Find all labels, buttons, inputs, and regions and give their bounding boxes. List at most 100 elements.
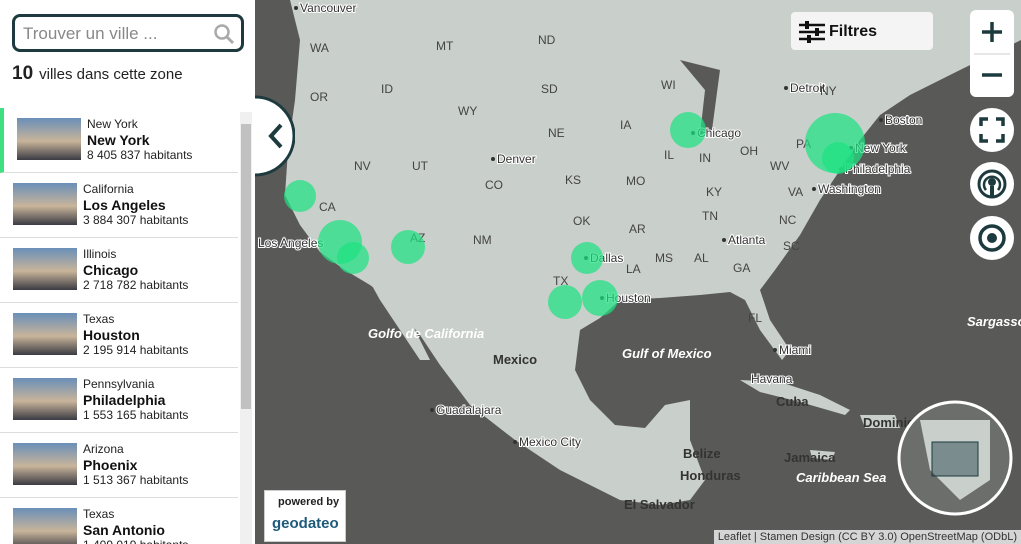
city-marker[interactable]: [822, 142, 854, 174]
city-markers: [284, 112, 865, 319]
map-label: TX: [553, 274, 568, 288]
islands: [810, 415, 900, 460]
city-marker[interactable]: [391, 230, 425, 264]
map-label: Boston: [885, 113, 922, 127]
city-population: 8 405 837 habitants: [87, 148, 193, 162]
city-marker[interactable]: [337, 242, 369, 274]
city-item[interactable]: Pennsylvania Philadelphia 1 553 165 habita…: [0, 368, 238, 433]
city-name: Chicago: [83, 262, 139, 278]
map-label: CA: [319, 200, 336, 214]
filters-icon: [799, 21, 825, 43]
map-label: IN: [699, 151, 711, 165]
city-name: Los Angeles: [83, 197, 166, 213]
map-label: KY: [706, 185, 722, 199]
search-icon: [214, 24, 235, 45]
city-item[interactable]: Arizona Phoenix 1 513 367 habitants: [0, 433, 238, 498]
map-label: IA: [620, 118, 631, 132]
minimap[interactable]: [897, 400, 1013, 516]
map-label: AL: [694, 251, 709, 265]
filters-button[interactable]: Filtres: [791, 12, 933, 50]
city-state: New York: [87, 117, 138, 131]
city-marker[interactable]: [670, 112, 706, 148]
city-marker[interactable]: [571, 242, 603, 274]
city-item[interactable]: Illinois Chicago 2 718 782 habitants: [0, 238, 238, 303]
city-dot: [784, 86, 788, 90]
map-label: MS: [655, 251, 673, 265]
map-label: NC: [779, 213, 797, 227]
city-population: 2 718 782 habitants: [83, 278, 189, 292]
city-list: New York New York 8 405 837 habitants Calif…: [0, 108, 238, 544]
map-label: El Salvador: [624, 497, 695, 512]
city-dot: [879, 118, 883, 122]
collapse-button[interactable]: [253, 95, 295, 177]
map-label: LA: [626, 262, 641, 276]
map-label: NV: [354, 159, 371, 173]
city-item[interactable]: New York New York 8 405 837 habitants: [0, 108, 238, 173]
city-thumb: [13, 378, 77, 420]
map-label: Belize: [683, 446, 721, 461]
lake-michigan: [680, 60, 720, 135]
city-name: San Antonio: [83, 522, 165, 538]
city-dot: [773, 348, 777, 352]
zoom-icons[interactable]: [970, 10, 1014, 97]
fullscreen-button[interactable]: [970, 108, 1014, 152]
scrollbar[interactable]: [240, 112, 252, 544]
map-label: WV: [770, 159, 789, 173]
city-population: 1 553 165 habitants: [83, 408, 189, 422]
map-label: IL: [664, 148, 674, 162]
map-label: Los Angeles: [258, 236, 323, 250]
map-label: Chicago: [697, 126, 741, 140]
city-item[interactable]: Texas Houston 2 195 914 habitants: [0, 303, 238, 368]
city-marker[interactable]: [582, 280, 618, 316]
search-box[interactable]: Trouver un ville ...: [12, 14, 244, 52]
map-label: AR: [629, 222, 646, 236]
powered-brand: geodateo: [272, 515, 339, 532]
map-label: GA: [733, 261, 750, 275]
powered-badge[interactable]: powered by geodateo: [264, 490, 346, 542]
map-label: Washington: [818, 182, 881, 196]
broadcast-button[interactable]: [970, 162, 1014, 206]
city-name: Phoenix: [83, 457, 138, 473]
city-population: 2 195 914 habitants: [83, 343, 189, 357]
city-population: 1 409 019 habitants: [83, 538, 188, 544]
map-label: NM: [473, 233, 492, 247]
filters-label: Filtres: [829, 23, 878, 40]
map-label: SD: [541, 82, 558, 96]
city-item[interactable]: California Los Angeles 3 884 307 habitants: [0, 173, 238, 238]
city-name: New York: [87, 132, 150, 148]
map-label: Mexico City: [519, 435, 581, 449]
scroll-thumb[interactable]: [241, 124, 251, 409]
city-thumb: [13, 508, 77, 544]
city-state: California: [83, 182, 134, 196]
city-marker[interactable]: [548, 285, 582, 319]
map-label: ID: [381, 82, 393, 96]
city-state: Arizona: [83, 442, 124, 456]
map-label: Havana: [751, 372, 793, 386]
map-label: ND: [538, 33, 556, 47]
city-thumb: [13, 183, 77, 225]
city-state: Pennsylvania: [83, 377, 155, 391]
map-label: OR: [310, 90, 328, 104]
map-label: MO: [626, 174, 645, 188]
map-label: Guadalajara: [436, 403, 502, 417]
count-text: villes dans cette zone: [39, 66, 183, 83]
city-state: Illinois: [83, 247, 117, 261]
map-label: Honduras: [680, 468, 741, 483]
city-population: 1 513 367 habitants: [83, 473, 189, 487]
map-label: TN: [702, 209, 718, 223]
map-label: Miami: [779, 343, 811, 357]
map-label: NY: [820, 84, 837, 98]
count-number: 10: [12, 63, 34, 84]
city-thumb: [13, 313, 77, 355]
city-marker[interactable]: [284, 180, 316, 212]
map-label: Atlanta: [728, 233, 766, 247]
city-dot: [513, 440, 517, 444]
locate-button[interactable]: [970, 216, 1014, 260]
map-label: WA: [310, 41, 329, 55]
map-label: WI: [661, 78, 676, 92]
map-label: New York: [855, 141, 907, 155]
city-thumb: [13, 248, 77, 290]
